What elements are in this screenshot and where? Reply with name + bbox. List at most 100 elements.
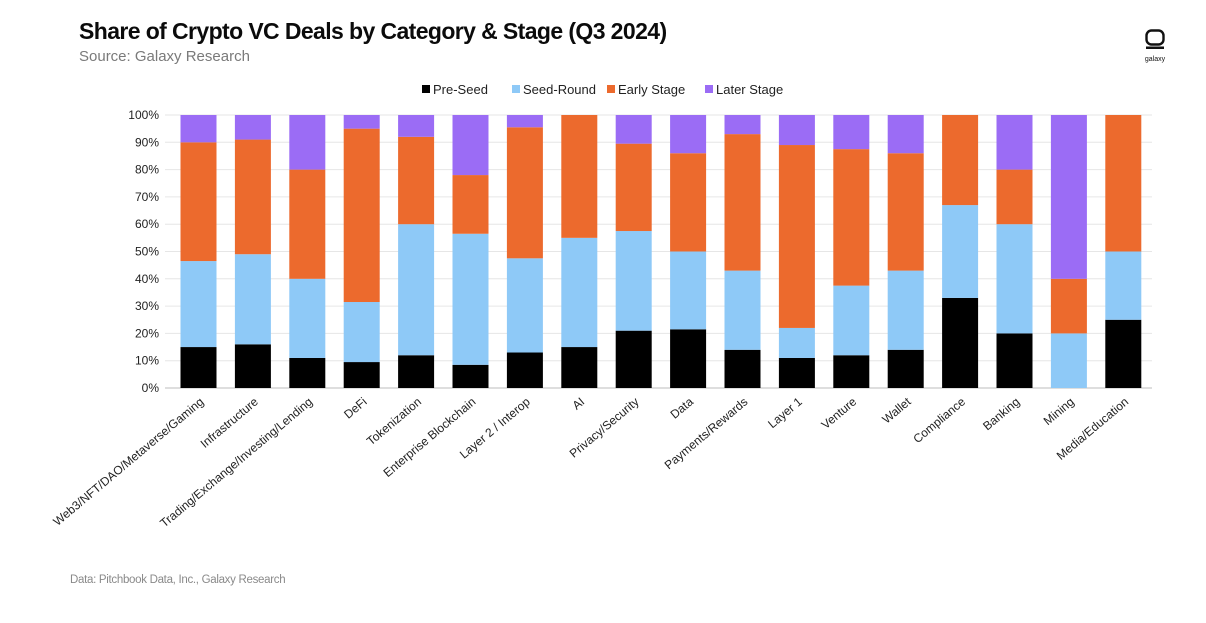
bar-segment [180,142,217,262]
bar-segment [234,115,271,140]
bar-segment [506,127,543,259]
y-tick-label: 70% [135,190,159,204]
y-tick-label: 80% [135,163,159,177]
x-tick-label: Layer 1 [765,394,805,431]
bar-segment [996,333,1033,388]
bar-segment [615,115,652,144]
x-tick-label: DeFi [341,395,369,422]
bar-segment [398,136,435,225]
bar-segment [234,139,271,255]
bar-segment [398,115,435,137]
gridlines [165,114,1152,389]
bar-segment [778,357,815,388]
bar-segment [724,349,761,388]
bar-segment [289,169,326,279]
bar-segment [506,352,543,388]
bar-segment [398,224,435,356]
bar-segment [724,115,761,135]
y-tick-label: 50% [135,245,159,259]
bar-segment [452,364,489,388]
x-tick-label: Banking [980,395,1022,434]
bar-segment [561,347,598,388]
bar-segment [996,224,1033,334]
bar-segment [452,233,489,365]
bar-segment [942,115,979,206]
bar-segment [615,143,652,232]
x-tick-label: Mining [1041,395,1077,428]
legend-label: Later Stage [716,82,783,97]
legend-label: Seed-Round [523,82,596,97]
bar-segment [1105,115,1142,252]
x-tick-label: Enterprise Blockchain [381,395,479,480]
bar-segment [996,169,1033,225]
x-tick-label: Data [668,394,697,421]
legend: Pre-Seed Seed-Round Early Stage Later Stage [422,82,783,97]
bar-segment [343,128,380,303]
bar-segment [996,115,1033,170]
bar-segment [234,344,271,388]
bar-segment [234,254,271,345]
bar-segment [670,153,707,252]
y-axis: 0% 10% 20% 30% 40% 50% 60% 70% 80% 90% 100% [128,108,159,395]
bar-segment [180,261,217,348]
bar-segment [942,205,979,298]
y-tick-label: 60% [135,217,159,231]
chart-subtitle: Source: Galaxy Research [79,48,250,65]
y-tick-label: 40% [135,272,159,286]
x-tick-label: Compliance [910,394,968,446]
x-axis: Web3/NFT/DAO/Metaverse/GamingInfrastruct… [50,394,1131,530]
bar-segment [289,357,326,388]
bar-segment [670,251,707,330]
x-tick-label: Venture [819,394,860,432]
bar-segment [833,285,870,356]
chart-title: Share of Crypto VC Deals by Category & S… [79,18,667,44]
bar-segment [887,115,924,154]
bar-segment [1050,333,1087,388]
legend-swatch [512,85,520,93]
bar-segment [1050,115,1087,279]
bar-segment [1050,278,1087,334]
x-tick-label: AI [570,395,588,413]
bar-segment [343,302,380,363]
y-tick-label: 20% [135,326,159,340]
bar-segment [833,149,870,286]
bar-segment [724,134,761,271]
y-tick-label: 90% [135,135,159,149]
bar-segment [670,329,707,388]
bar-segment [398,355,435,388]
bar-segment [289,278,326,358]
legend-label: Early Stage [618,82,685,97]
bar-segment [452,175,489,234]
legend-swatch [607,85,615,93]
bar-segment [1105,319,1142,388]
bar-segment [724,270,761,350]
bar-segment [561,115,598,238]
bar-segment [506,258,543,353]
y-tick-label: 30% [135,299,159,313]
bar-segment [778,145,815,328]
logo-text: galaxy [1144,56,1166,63]
x-tick-label: Wallet [879,394,914,426]
bar-segment [778,115,815,146]
y-tick-label: 100% [128,108,159,122]
bar-segment [1105,251,1142,320]
bar-segment [180,347,217,388]
bar-segment [615,231,652,331]
bar-segment [778,327,815,358]
y-tick-label: 10% [135,354,159,368]
bar-segment [452,115,489,176]
bar-segment [343,115,380,129]
bar-segment [887,270,924,350]
y-tick-label: 0% [142,381,160,395]
legend-swatch [705,85,713,93]
bar-segment [942,297,979,388]
bar-segment [343,362,380,388]
bar-segment [180,115,217,143]
bar-segment [670,115,707,154]
legend-label: Pre-Seed [433,82,488,97]
galaxy-logo-icon [1145,29,1165,49]
bar-segment [506,115,543,128]
bar-segment [289,115,326,170]
bar-segment [833,115,870,150]
